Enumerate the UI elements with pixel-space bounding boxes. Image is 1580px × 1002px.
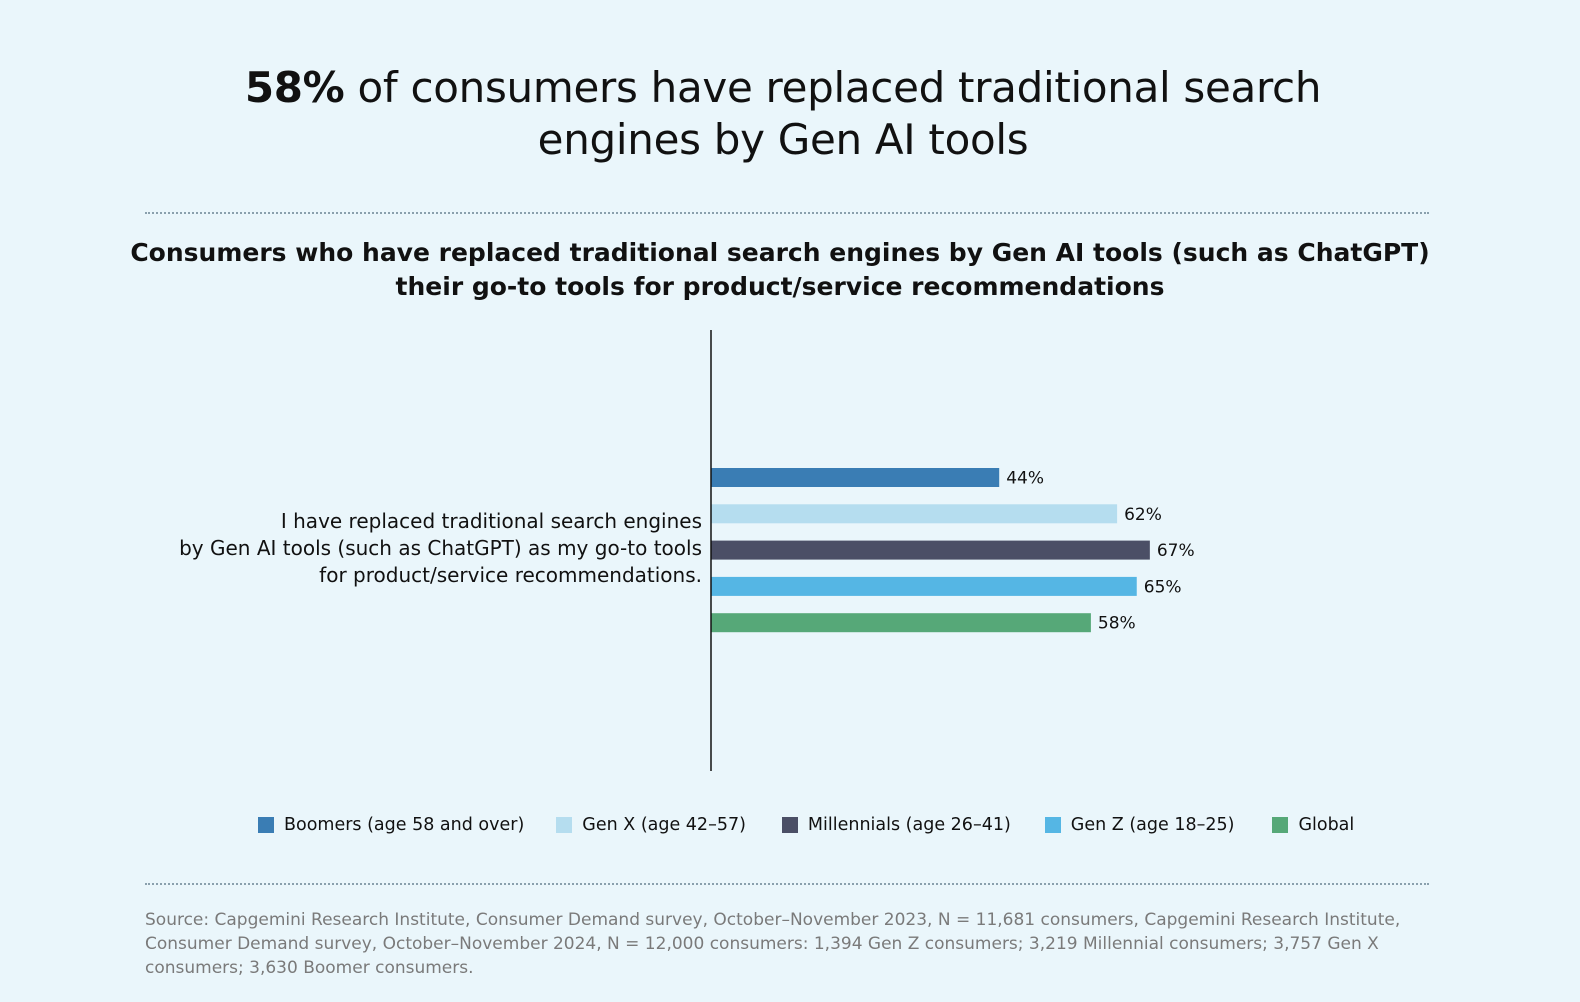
legend-item-global: Global [1272, 815, 1354, 835]
data-label-millennials-age-26-41: 67% [1157, 541, 1195, 561]
category-label: I have replaced traditional search engin… [150, 508, 702, 589]
headline-highlight: 58% [244, 63, 345, 112]
legend-swatch [781, 817, 798, 833]
bar-gen-z-age-18-25 [711, 576, 1137, 596]
bar-global [711, 613, 1091, 633]
legend-label: Boomers (age 58 and over) [284, 815, 525, 835]
legend-label: Gen Z (age 18–25) [1070, 815, 1235, 835]
legend-swatch [258, 817, 274, 833]
subtitle-line-2: their go-to tools for product/service re… [395, 272, 1165, 301]
legend-swatch [1044, 817, 1061, 833]
legend-swatch [1272, 817, 1289, 833]
chart-subtitle: Consumers who have replaced traditional … [0, 236, 1560, 304]
legend-item-gen-x-age-42-57: Gen X (age 42–57) [556, 815, 746, 835]
legend-label: Millennials (age 26–41) [807, 815, 1011, 835]
headline-line-1: 58% of consumers have replaced tradition… [0, 62, 1566, 114]
data-label-gen-z-age-18-25: 65% [1144, 577, 1182, 597]
source-note: Source: Capgemini Research Institute, Co… [145, 910, 1401, 978]
legend-item-gen-z-age-18-25: Gen Z (age 18–25) [1044, 815, 1235, 835]
subtitle-line-1: Consumers who have replaced traditional … [130, 238, 1430, 267]
legend-label: Global [1298, 815, 1355, 835]
data-label-boomers-age-58-and-over: 44% [1006, 469, 1044, 489]
legend-item-millennials-age-26-41: Millennials (age 26–41) [781, 815, 1011, 835]
headline: 58% of consumers have replaced tradition… [0, 62, 1566, 166]
bar-gen-x-age-42-57 [711, 504, 1118, 524]
legend-label: Gen X (age 42–57) [582, 815, 746, 835]
headline-rest: of consumers have replaced traditional s… [357, 63, 1322, 112]
data-label-gen-x-age-42-57: 62% [1124, 505, 1162, 525]
bar-millennials-age-26-41 [711, 540, 1150, 560]
legend-item-boomers-age-58-and-over: Boomers (age 58 and over) [258, 815, 524, 835]
category-label-line-3: for product/service recommendations. [319, 563, 702, 587]
bottom-divider [145, 883, 1429, 885]
category-label-line-1: I have replaced traditional search engin… [280, 509, 702, 533]
legend: Boomers (age 58 and over) Gen X (age 42–5… [258, 812, 1354, 838]
top-divider [145, 212, 1429, 214]
data-label-global: 58% [1098, 614, 1136, 634]
headline-line-2: engines by Gen AI tools [537, 115, 1029, 164]
category-label-line-2: by Gen AI tools (such as ChatGPT) as my … [179, 536, 702, 560]
legend-swatch [556, 817, 573, 833]
bar-boomers-age-58-and-over [711, 468, 1000, 487]
